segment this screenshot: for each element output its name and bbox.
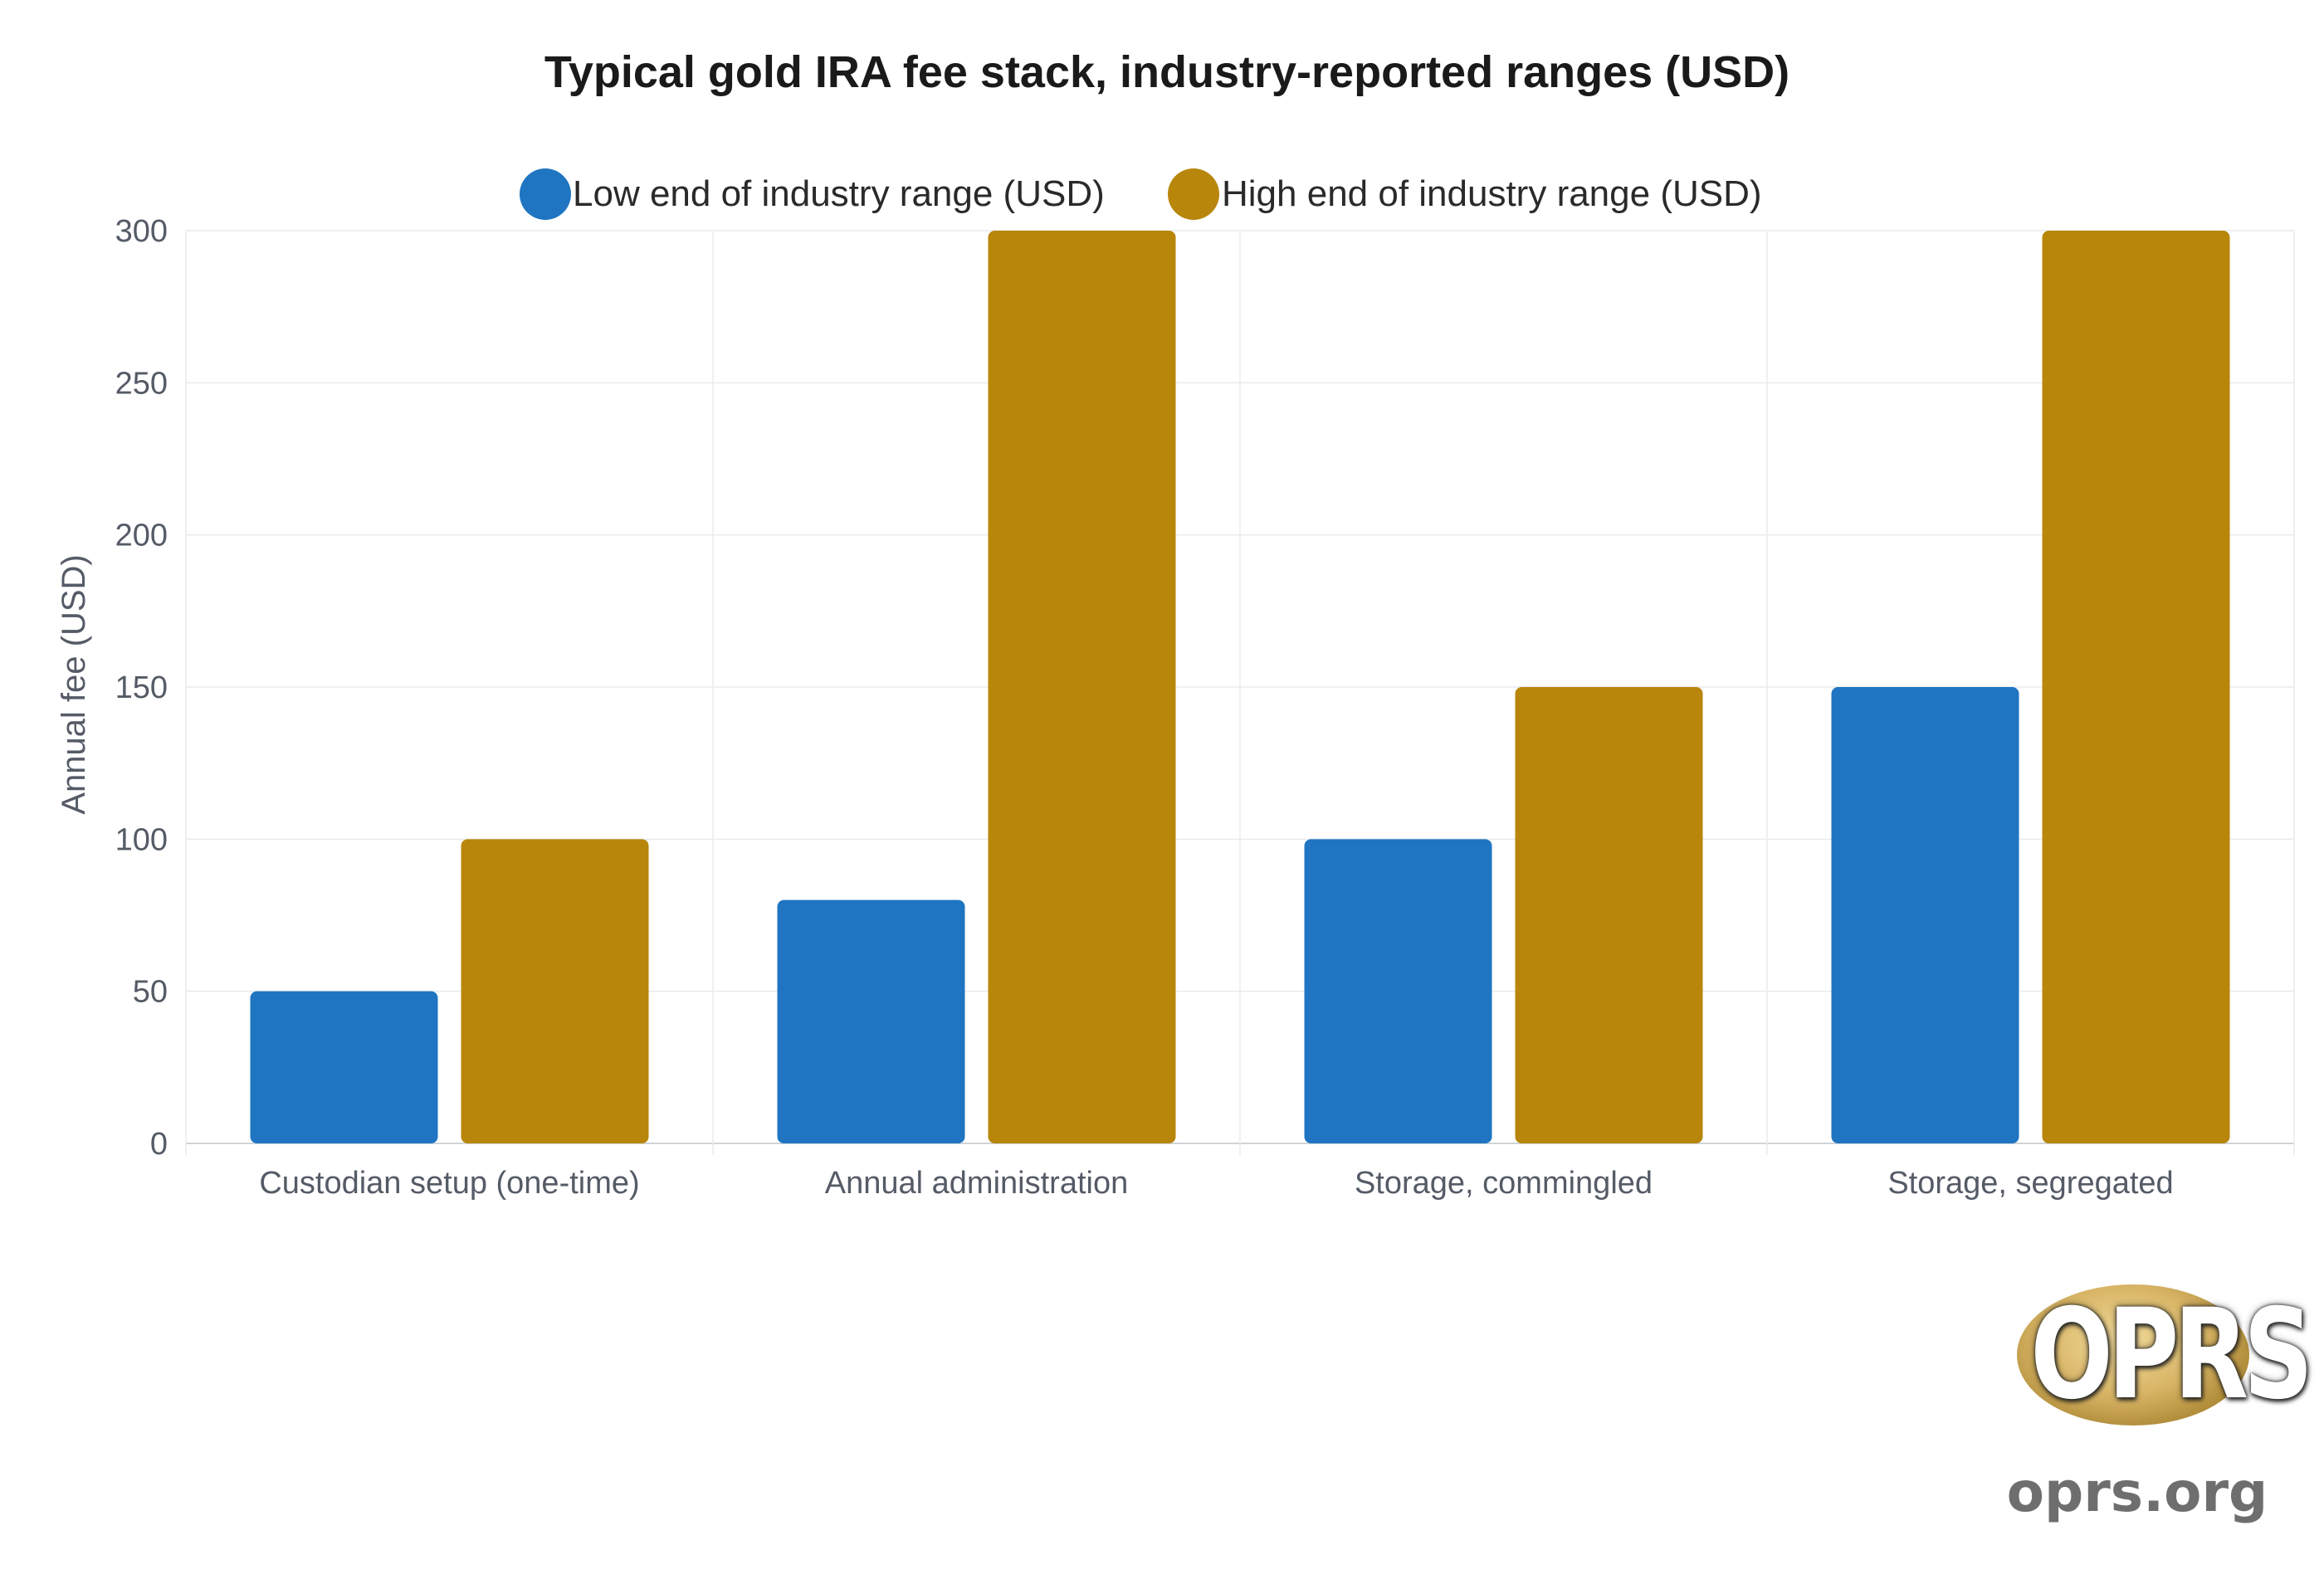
x-tick-label: Annual administration bbox=[825, 1166, 1128, 1201]
y-tick-label: 150 bbox=[115, 670, 168, 705]
y-tick-label: 300 bbox=[115, 214, 168, 249]
y-tick-label: 200 bbox=[115, 519, 168, 553]
x-tick-label: Custodian setup (one-time) bbox=[259, 1166, 639, 1201]
legend-label: Low end of industry range (USD) bbox=[573, 173, 1105, 214]
bars bbox=[250, 231, 2230, 1143]
legend-label: High end of industry range (USD) bbox=[1222, 173, 1762, 214]
x-axis-ticks: Custodian setup (one-time) Annual adminis… bbox=[259, 1166, 2173, 1201]
x-tick-label: Storage, segregated bbox=[1887, 1166, 2173, 1201]
logo-url: oprs.org bbox=[2006, 1460, 2268, 1524]
logo-text: OPRS bbox=[2030, 1283, 2313, 1427]
chart-title: Typical gold IRA fee stack, industry-rep… bbox=[544, 47, 1789, 97]
bar-high-2 bbox=[1515, 687, 1703, 1143]
legend: Low end of industry range (USD) High end … bbox=[520, 168, 1762, 220]
bar-low-1 bbox=[777, 899, 965, 1143]
y-tick-label: 250 bbox=[115, 366, 168, 401]
bar-high-1 bbox=[988, 231, 1176, 1143]
y-tick-label: 100 bbox=[115, 822, 168, 857]
y-tick-label: 0 bbox=[150, 1127, 168, 1162]
bar-high-3 bbox=[2042, 231, 2230, 1143]
bar-low-0 bbox=[250, 991, 438, 1143]
bar-high-0 bbox=[461, 839, 649, 1143]
legend-swatch bbox=[1168, 168, 1219, 220]
y-tick-label: 50 bbox=[133, 975, 168, 1010]
bar-low-2 bbox=[1304, 839, 1492, 1143]
y-axis-label: Annual fee (USD) bbox=[56, 554, 92, 814]
y-axis-ticks: 0 50 100 150 200 250 300 bbox=[115, 214, 168, 1162]
legend-swatch bbox=[520, 168, 571, 220]
oprs-logo: OPRS oprs.org bbox=[2000, 1276, 2313, 1550]
logo-oval bbox=[2017, 1284, 2249, 1425]
x-tick-label: Storage, commingled bbox=[1355, 1166, 1653, 1201]
bar-low-3 bbox=[1831, 687, 2019, 1143]
